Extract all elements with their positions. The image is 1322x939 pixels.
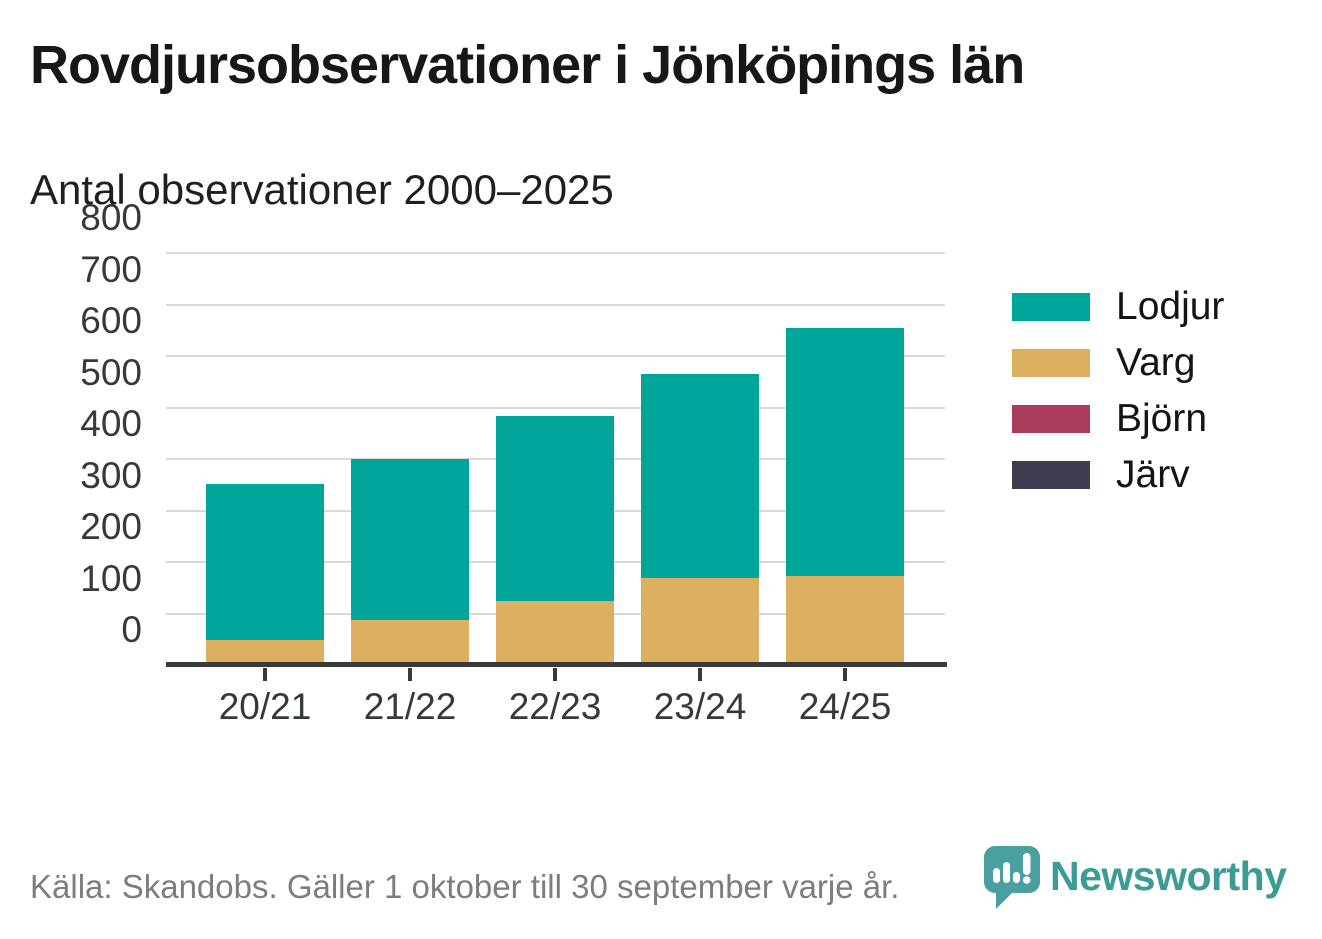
newsworthy-bubble-icon <box>984 846 1040 909</box>
legend-item-järv: Järv <box>1012 453 1224 496</box>
bar-segment-varg-20/21 <box>206 640 324 665</box>
bar-segment-lodjur-22/23 <box>496 416 614 601</box>
x-axis-label: 21/22 <box>363 686 457 727</box>
x-tick-23/24 <box>698 668 702 681</box>
brand-logo: Newsworthy <box>984 846 1287 910</box>
legend: Lodjur Varg Björn Järv <box>1012 285 1224 517</box>
legend-label: Björn <box>1116 397 1208 440</box>
y-axis: 0 100 200 300 400 500 600 700 800 <box>0 199 142 665</box>
gridline-800 <box>166 252 945 254</box>
x-tick-21/22 <box>408 668 412 681</box>
x-tick-20/21 <box>263 668 267 681</box>
gridline-600 <box>166 355 945 357</box>
x-axis-label: 22/23 <box>508 686 602 727</box>
plot-area <box>166 252 947 681</box>
chart-subtitle: Antal observationer 2000–2025 <box>30 166 614 213</box>
bar-segment-varg-22/23 <box>496 600 614 665</box>
legend-label: Lodjur <box>1116 285 1225 328</box>
y-axis-label: 300 <box>80 454 142 496</box>
gridline-500 <box>166 406 945 409</box>
bar-segment-lodjur-24/25 <box>786 328 904 577</box>
legend-swatch-lodjur <box>1012 293 1090 321</box>
x-axis-label: 20/21 <box>218 686 312 727</box>
bar-segment-varg-21/22 <box>351 620 469 665</box>
x-axis-label: 23/24 <box>653 686 747 727</box>
legend-swatch-varg <box>1012 349 1090 377</box>
y-axis-label: 0 <box>121 609 142 650</box>
legend-item-lodjur: Lodjur <box>1012 285 1224 328</box>
y-axis-label: 500 <box>80 351 142 393</box>
bar-segment-varg-23/24 <box>641 578 759 665</box>
bar-segment-lodjur-23/24 <box>641 374 759 579</box>
brand-name: Newsworthy <box>1050 853 1287 899</box>
legend-swatch-järv <box>1012 461 1090 489</box>
y-axis-label: 200 <box>80 506 142 547</box>
x-axis-label: 24/25 <box>798 686 892 727</box>
x-axis: 20/21 21/22 22/23 23/24 24/25 <box>170 686 945 736</box>
x-tick-22/23 <box>553 668 557 681</box>
legend-swatch-björn <box>1012 405 1090 433</box>
y-axis-label: 100 <box>80 557 142 599</box>
bar-segment-lodjur-20/21 <box>206 483 324 641</box>
bar-segment-lodjur-21/22 <box>351 459 469 621</box>
x-tick-24/25 <box>843 668 847 681</box>
legend-item-björn: Björn <box>1012 397 1224 440</box>
legend-label: Varg <box>1116 341 1196 384</box>
x-axis-line <box>166 662 947 667</box>
source-note: Källa: Skandobs. Gäller 1 oktober till 3… <box>30 868 900 905</box>
y-axis-label: 400 <box>80 403 142 444</box>
y-axis-label: 800 <box>80 197 142 238</box>
y-axis-label: 600 <box>80 300 142 341</box>
chart-title: Rovdjursobservationer i Jönköpings län <box>30 35 1025 95</box>
gridline-700 <box>166 303 945 306</box>
legend-item-varg: Varg <box>1012 341 1224 384</box>
y-axis-label: 700 <box>80 248 142 290</box>
bar-segment-varg-24/25 <box>786 576 904 665</box>
legend-label: Järv <box>1116 453 1190 496</box>
